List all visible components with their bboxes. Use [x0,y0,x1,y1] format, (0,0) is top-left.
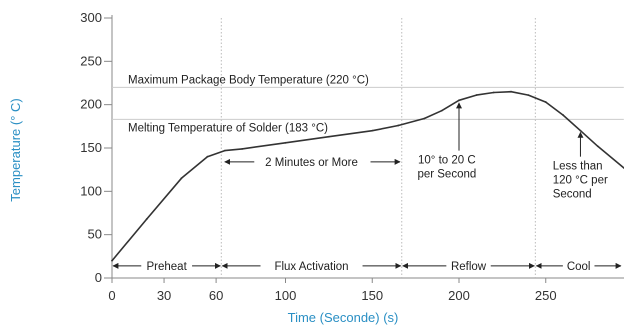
temperature-point-10 [423,117,426,120]
temperature-point-11 [440,109,443,112]
duration-label: 2 Minutes or More [265,157,358,169]
temperature-point-19 [579,129,582,132]
temperature-profile-line [111,90,624,262]
temperature-point-14 [492,91,495,94]
cooling-rate-label-2: Second [553,189,592,201]
temperature-point-8 [371,129,374,132]
phase-label-bg-0 [141,257,193,272]
temperature-point-15 [510,90,512,93]
temperature-point-13 [475,94,478,97]
phase-label-3: Cool [567,261,591,273]
reference-label-220: Maximum Package Body Temperature (220 °C… [128,74,369,86]
y-tick-label-300: 300 [80,10,102,25]
cooling-rate-label-1: 120 °C per [553,175,608,187]
x-axis-title: Time (Seconde) (s) [288,310,399,325]
y-tick-label-150: 150 [80,140,102,155]
temperature-point-0 [111,259,113,262]
temperature-point-3 [206,155,209,158]
y-tick-label-250: 250 [80,53,102,68]
y-tick-label-100: 100 [80,183,102,198]
x-tick-label-30: 30 [157,288,171,303]
y-axis-title: Temperature (° C) [8,98,23,201]
temperature-point-1 [145,218,148,220]
x-tick-label-100: 100 [275,288,297,303]
temperature-point-12 [458,99,460,102]
x-tick-label-250: 250 [535,288,557,303]
temperature-point-5 [241,147,244,150]
phase-label-bg-2 [446,257,491,272]
y-tick-label-200: 200 [80,97,102,112]
x-tick-label-60: 60 [209,288,223,303]
temperature-point-18 [562,114,564,116]
x-tick-label-200: 200 [448,288,470,303]
temperature-point-17 [544,101,547,103]
temperature-point-20 [596,145,599,148]
y-tick-label-0: 0 [95,270,102,285]
temperature-point-7 [327,135,330,138]
temperature-point-16 [527,94,530,97]
cooling-rate-label-0: Less than [553,161,603,173]
phase-label-1: Flux Activation [274,261,348,273]
phase-label-0: Preheat [147,261,188,273]
phase-label-2: Reflow [451,261,487,273]
heating-rate-label-0: 10° to 20 C [418,155,476,167]
phase-label-bg-1 [260,257,363,272]
reference-label-183: Melting Temperature of Solder (183 °C) [128,122,328,134]
temperature-point-4 [223,149,226,152]
heating-rate-label-1: per Second [417,169,476,181]
temperature-point-9 [397,124,400,127]
x-tick-label-150: 150 [361,288,383,303]
phase-label-bg-3 [562,257,595,272]
x-tick-label-0: 0 [108,288,115,303]
temperature-point-6 [284,141,287,144]
y-tick-label-50: 50 [88,227,102,242]
temperature-point-2 [180,177,183,180]
